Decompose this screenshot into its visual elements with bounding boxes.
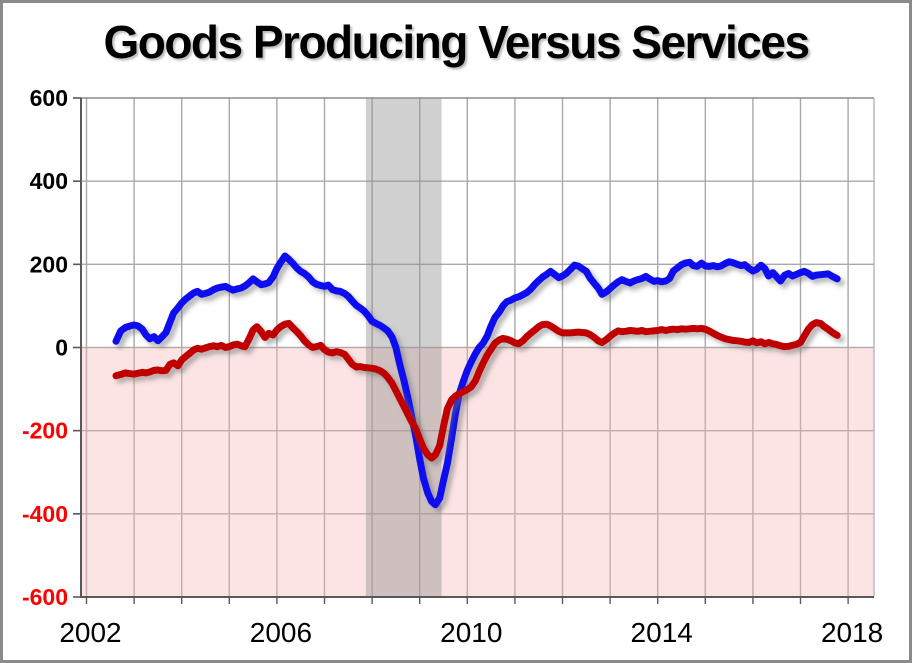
y-axis-label: -200 (22, 418, 68, 444)
y-axis-label: 600 (30, 85, 68, 111)
x-axis-label: 2002 (59, 617, 121, 648)
y-axis-label: 200 (30, 251, 68, 277)
x-axis-label: 2006 (250, 617, 312, 648)
chart-canvas: 600 400 200 0 -200 -400 -600 2002 2006 2010 2014 20… (22, 85, 883, 648)
blue-line (112, 252, 841, 509)
y-axis-label: -400 (22, 501, 68, 527)
negative-region (81, 347, 874, 597)
x-axis-label: 2018 (821, 617, 883, 648)
y-axis-label: -600 (22, 584, 68, 610)
x-axis-label: 2014 (631, 617, 693, 648)
red-line (112, 319, 841, 462)
recession-band (365, 98, 442, 597)
y-axis-label: 400 (30, 168, 68, 194)
chart-title: Goods Producing Versus Services (103, 16, 810, 68)
y-axis-label: 0 (55, 335, 68, 361)
x-axis-label: 2010 (440, 617, 502, 648)
